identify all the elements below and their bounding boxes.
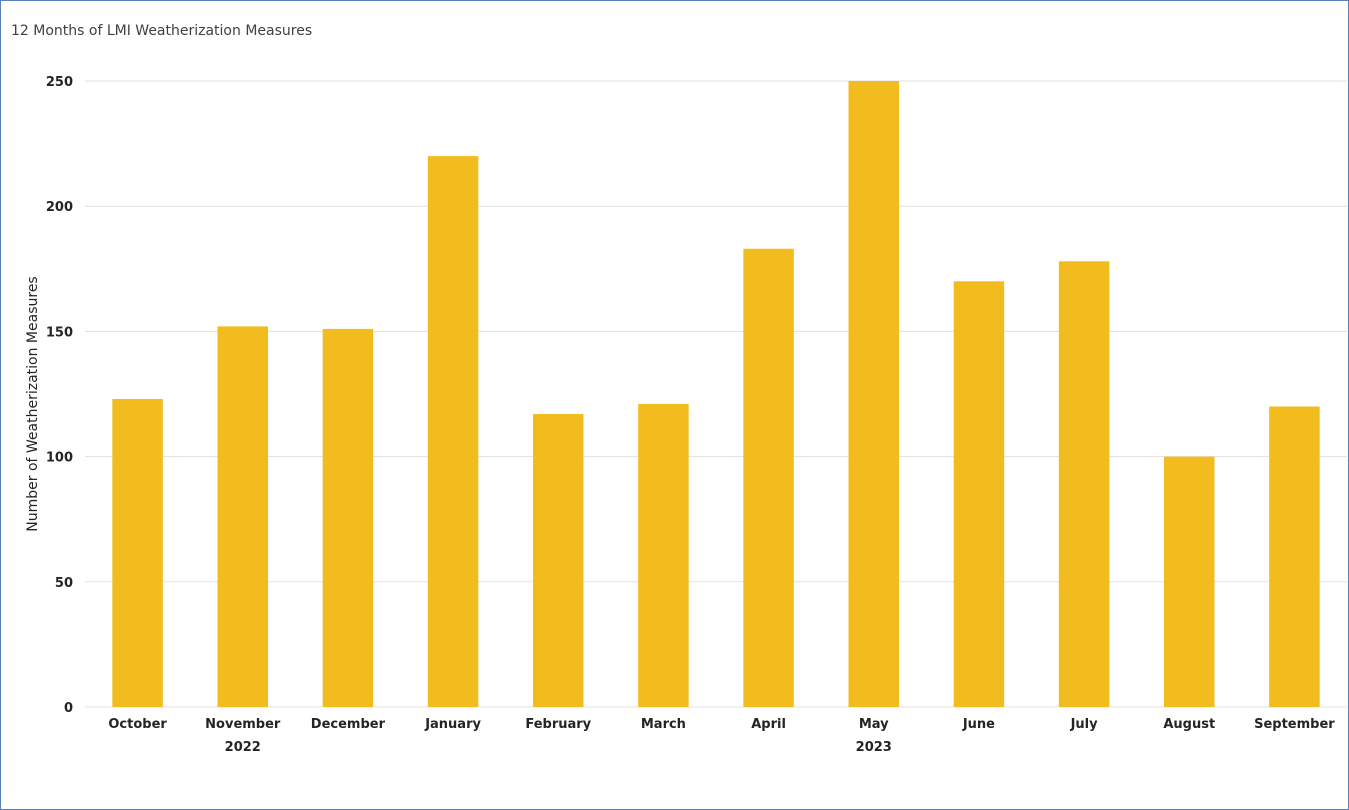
y-axis-title: Number of Weatherization Measures — [25, 276, 41, 531]
y-tick-label: 250 — [46, 75, 73, 90]
gridlines — [85, 80, 1347, 708]
x-tick-label: April — [751, 717, 786, 732]
x-tick-label: May — [859, 717, 889, 732]
x-tick-label: October — [108, 717, 167, 732]
x-tick-label: March — [641, 717, 686, 732]
x-year-label: 2023 — [856, 740, 892, 755]
bar-october[interactable] — [112, 399, 163, 707]
bar-january[interactable] — [427, 156, 479, 707]
bar-april[interactable] — [743, 248, 794, 707]
x-tick-label: June — [962, 717, 995, 732]
y-tick-label: 150 — [46, 325, 73, 340]
x-tick-label: August — [1163, 717, 1215, 732]
bar-july[interactable] — [1058, 261, 1110, 707]
y-tick-label: 100 — [46, 451, 73, 466]
bar-june[interactable] — [953, 281, 1005, 707]
chart-title: 12 Months of LMI Weatherization Measures — [11, 23, 313, 39]
bar-march[interactable] — [638, 404, 689, 707]
x-tick-label: November — [205, 717, 281, 732]
x-tick-label: February — [525, 717, 591, 732]
x-axis-ticks: October November December January February Ma… — [108, 717, 1335, 755]
bar-november[interactable] — [217, 326, 268, 707]
x-tick-label: September — [1254, 717, 1335, 732]
x-tick-label: July — [1070, 717, 1099, 732]
bar-february[interactable] — [533, 414, 584, 707]
bar-september[interactable] — [1269, 406, 1320, 707]
bar-december[interactable] — [322, 328, 374, 707]
bars — [112, 81, 1320, 707]
y-tick-label: 50 — [55, 576, 73, 591]
y-axis-ticks: 0 50 100 150 200 250 — [46, 75, 73, 716]
bar-august[interactable] — [1164, 456, 1215, 707]
bar-may[interactable] — [848, 81, 899, 707]
y-tick-label: 200 — [46, 200, 73, 215]
y-tick-label: 0 — [64, 701, 73, 716]
x-tick-label: January — [424, 717, 481, 732]
x-tick-label: December — [311, 717, 386, 732]
x-year-label: 2022 — [225, 740, 261, 755]
